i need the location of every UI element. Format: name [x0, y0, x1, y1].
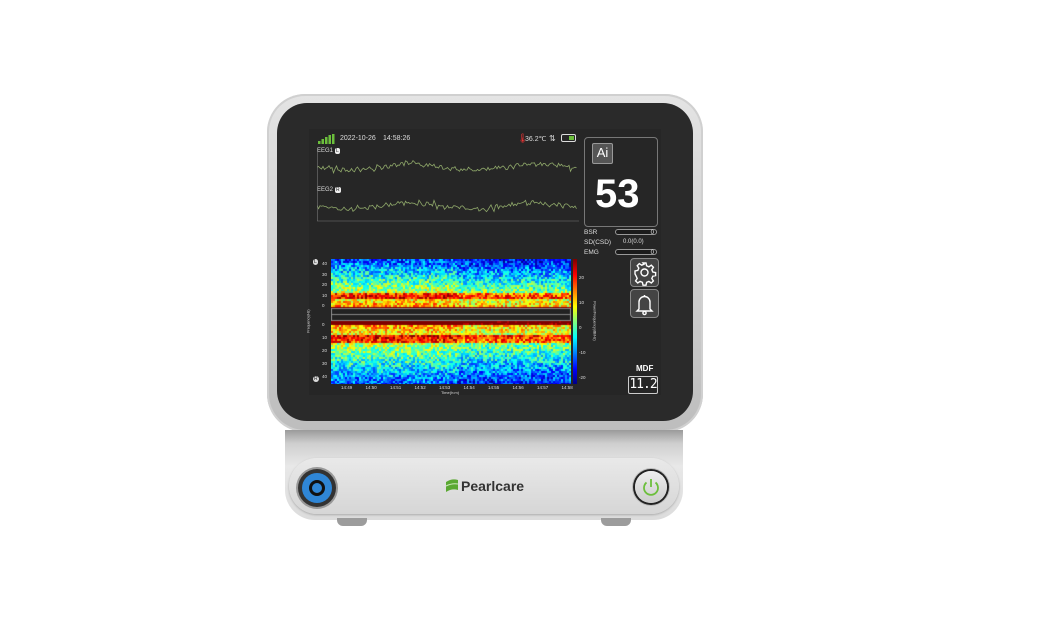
y-tick: 30	[322, 361, 328, 366]
mdf-value: 11.2	[628, 376, 658, 394]
x-axis-label: Time(h:m)	[441, 390, 460, 395]
brand-name: Pearlcare	[461, 478, 525, 494]
date: 2022-10-26	[340, 135, 376, 142]
battery-icon	[561, 134, 576, 142]
emg-label: EMG	[584, 249, 599, 256]
x-tick: 14:51	[390, 385, 402, 390]
y-tick: 20	[322, 348, 328, 353]
spectrogram-top-badge: L	[313, 259, 318, 265]
left-foot	[337, 518, 367, 526]
colorbar	[573, 259, 577, 384]
x-tick: 14:55	[488, 385, 500, 390]
bell-icon	[635, 295, 654, 316]
colorbar-tick: 10	[579, 300, 585, 305]
eeg2-wave	[317, 199, 577, 213]
temperature: 36.2℃	[525, 136, 547, 143]
x-tick: 14:49	[341, 385, 353, 390]
y-tick: 30	[322, 271, 328, 277]
mdf-label: MDF	[636, 364, 654, 373]
bsr-value: 0	[615, 229, 657, 236]
alarm-button[interactable]	[630, 289, 659, 318]
x-tick: 14:56	[512, 385, 524, 390]
x-tick: 14:53	[439, 385, 451, 390]
x-tick: 14:54	[463, 385, 475, 390]
x-tick: 14:58	[561, 385, 573, 390]
sd-value: 0.0(0.0)	[623, 239, 644, 245]
y-tick: 20	[322, 282, 328, 287]
colorbar-tick: -20	[579, 375, 586, 380]
index-panel: Ai 53	[584, 137, 658, 227]
power-button[interactable]	[635, 471, 667, 503]
monitor-screen: 2022-10-26 14:58:26 🌡 36.2℃ ⇅ EEG1 L EEG…	[306, 129, 661, 395]
thermometer-icon: 🌡	[517, 133, 529, 143]
time: 14:58:26	[383, 135, 411, 142]
y-tick: 10	[322, 335, 328, 340]
pearlcare-logo-icon	[445, 479, 459, 492]
bsr-label: BSR	[584, 229, 598, 236]
eeg1-badge: L	[335, 148, 340, 154]
spectrogram-bottom-badge: R	[313, 376, 319, 382]
right-foot	[601, 518, 631, 526]
y-tick: 0	[322, 303, 325, 308]
y-tick: 0	[322, 322, 325, 327]
settings-button[interactable]	[630, 258, 659, 287]
y-tick: 10	[322, 292, 328, 298]
spectrogram-heatmap	[331, 259, 571, 384]
sensor-connector[interactable]	[298, 469, 336, 507]
colorbar-tick: 0	[579, 325, 582, 330]
signal-bars-icon	[318, 134, 335, 144]
front-panel	[289, 458, 679, 514]
eeg2-badge: R	[335, 187, 341, 193]
colorbar-tick: 20	[579, 275, 585, 280]
power-icon	[643, 479, 659, 496]
y-tick: 40	[322, 374, 328, 379]
eeg2-label: EEG2	[317, 187, 334, 193]
colorbar-label: Power/Frequency(dB/Hz)	[592, 301, 597, 341]
eeg1-label: EEG1	[317, 148, 334, 154]
x-tick: 14:50	[365, 385, 377, 390]
eeg-waveforms	[317, 151, 579, 222]
x-tick: 14:57	[537, 385, 549, 390]
emg-value: 0	[615, 249, 657, 256]
x-tick: 14:52	[414, 385, 426, 390]
y-axis-label: Frequency(Hz)	[306, 309, 311, 333]
eeg1-wave	[317, 159, 577, 175]
y-tick: 40	[322, 261, 328, 266]
gear-icon	[634, 262, 657, 286]
index-value: 53	[595, 172, 640, 216]
colorbar-tick: -10	[579, 350, 586, 355]
transfer-arrows-icon: ⇅	[549, 134, 556, 143]
ai-badge: Ai	[592, 143, 613, 164]
sd-label: SD(CSD)	[584, 239, 612, 246]
